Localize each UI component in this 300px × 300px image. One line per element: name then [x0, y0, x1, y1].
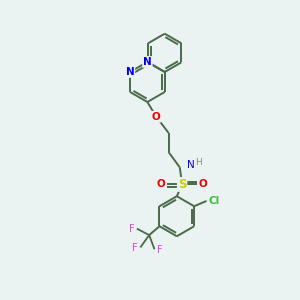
Text: N: N	[187, 160, 195, 170]
Text: S: S	[178, 178, 186, 191]
Text: F: F	[157, 245, 163, 255]
Text: O: O	[199, 179, 208, 190]
Text: O: O	[152, 112, 161, 122]
Text: Cl: Cl	[208, 196, 220, 206]
Text: F: F	[132, 243, 138, 253]
Text: N: N	[143, 57, 152, 67]
Text: F: F	[129, 224, 134, 234]
Text: H: H	[195, 158, 201, 167]
Text: N: N	[126, 67, 134, 77]
Text: O: O	[157, 179, 165, 190]
